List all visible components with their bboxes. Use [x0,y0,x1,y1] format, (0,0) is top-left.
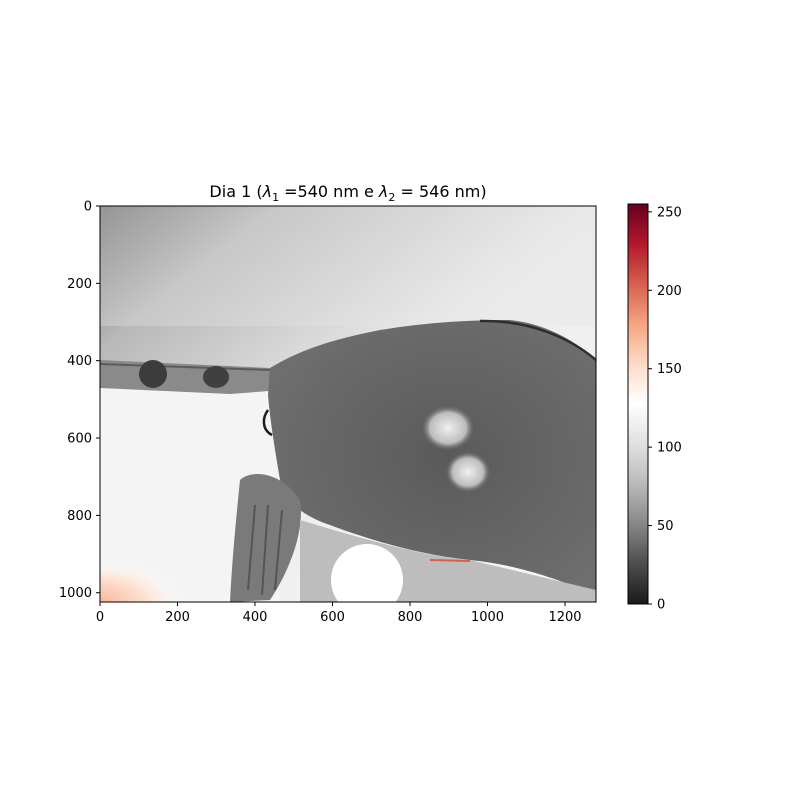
y-tick-label: 200 [67,277,92,292]
y-tick-label: 1000 [59,586,92,601]
colorbar-tick-label: 0 [657,598,665,613]
x-tick-label: 200 [165,610,190,625]
colorbar-tick-label: 200 [657,284,682,299]
colorbar-tick-label: 250 [657,205,682,220]
x-tick-label: 0 [96,610,104,625]
y-tick-label: 600 [67,432,92,447]
x-tick-label: 600 [320,610,345,625]
chart-title: Dia 1 (λ1 =540 nm e λ2 = 546 nm) [209,182,486,204]
colorbar-tick-label: 150 [657,362,682,377]
colorbar [627,203,649,605]
colorbar-axis: 0 50 100 150 200 250 [648,205,682,613]
x-tick-label: 400 [243,610,268,625]
y-axis: 0 200 400 600 800 1000 [59,200,100,601]
colorbar-tick-label: 50 [657,519,674,534]
plot-frame [99,205,597,603]
colorbar-tick-label: 100 [657,441,682,456]
x-tick-label: 1000 [471,610,504,625]
y-tick-label: 800 [67,509,92,524]
y-tick-label: 400 [67,354,92,369]
x-tick-label: 1200 [548,610,581,625]
x-axis: 0 200 400 600 800 1000 1200 [96,602,582,625]
y-tick-label: 0 [84,200,92,215]
x-tick-label: 800 [398,610,423,625]
heatmap-image [100,206,596,602]
